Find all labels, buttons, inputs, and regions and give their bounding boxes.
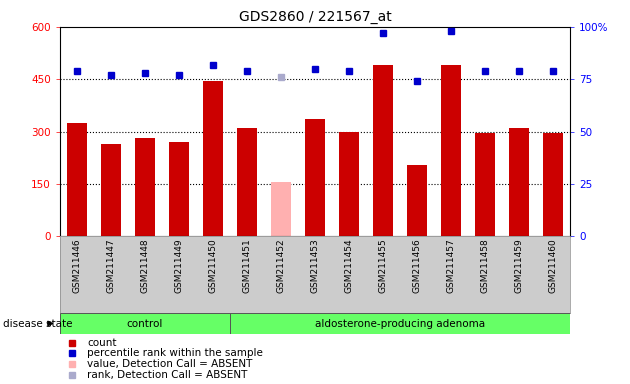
- Text: GSM211455: GSM211455: [379, 238, 387, 293]
- Text: GSM211453: GSM211453: [311, 238, 319, 293]
- Bar: [271, 182, 291, 236]
- Text: percentile rank within the sample: percentile rank within the sample: [87, 348, 263, 358]
- Bar: [60, 313, 230, 334]
- Bar: [339, 131, 359, 236]
- Text: count: count: [87, 338, 117, 348]
- Text: GSM211450: GSM211450: [209, 238, 217, 293]
- Text: GSM211446: GSM211446: [72, 238, 81, 293]
- Text: GSM211449: GSM211449: [175, 238, 183, 293]
- Bar: [237, 128, 257, 236]
- Bar: [135, 139, 155, 236]
- Text: value, Detection Call = ABSENT: value, Detection Call = ABSENT: [87, 359, 252, 369]
- Bar: [407, 165, 427, 236]
- Text: disease state: disease state: [3, 318, 72, 329]
- Text: control: control: [127, 318, 163, 329]
- Text: rank, Detection Call = ABSENT: rank, Detection Call = ABSENT: [87, 370, 248, 380]
- Text: GSM211460: GSM211460: [549, 238, 558, 293]
- Text: aldosterone-producing adenoma: aldosterone-producing adenoma: [315, 318, 485, 329]
- Bar: [543, 133, 563, 236]
- Bar: [441, 65, 461, 236]
- Text: GSM211451: GSM211451: [243, 238, 251, 293]
- Text: GSM211447: GSM211447: [106, 238, 115, 293]
- Bar: [169, 142, 189, 236]
- Text: GSM211456: GSM211456: [413, 238, 421, 293]
- Bar: [230, 313, 570, 334]
- Text: GSM211457: GSM211457: [447, 238, 455, 293]
- Bar: [475, 133, 495, 236]
- Text: GSM211458: GSM211458: [481, 238, 490, 293]
- Text: GDS2860 / 221567_at: GDS2860 / 221567_at: [239, 10, 391, 23]
- Text: GSM211448: GSM211448: [140, 238, 149, 293]
- Bar: [67, 123, 87, 236]
- Bar: [509, 128, 529, 236]
- Text: GSM211459: GSM211459: [515, 238, 524, 293]
- Text: GSM211454: GSM211454: [345, 238, 353, 293]
- Bar: [305, 119, 325, 236]
- Bar: [203, 81, 223, 236]
- Text: GSM211452: GSM211452: [277, 238, 285, 293]
- Bar: [101, 144, 121, 236]
- Bar: [373, 65, 393, 236]
